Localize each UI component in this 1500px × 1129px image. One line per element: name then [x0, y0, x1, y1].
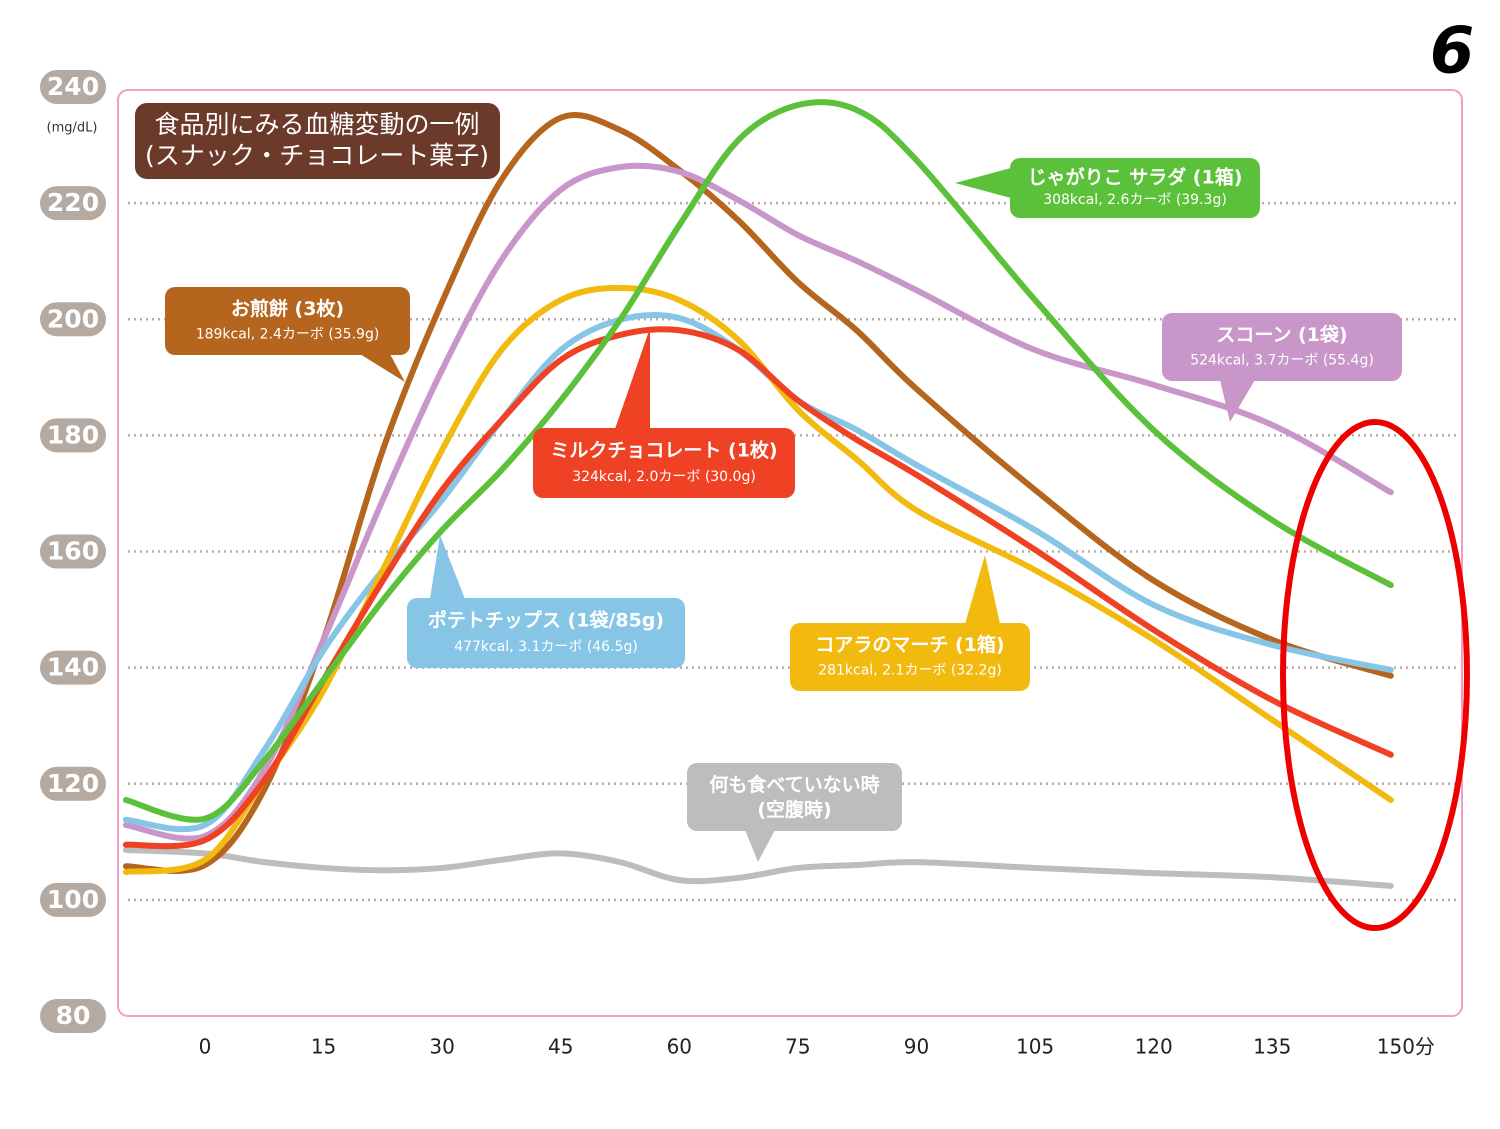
callout-box: [790, 623, 1030, 691]
chart-subtitle: (スナック・チョコレート菓子): [145, 141, 489, 170]
y-tick-label: 200: [47, 304, 99, 333]
callout-tail: [430, 535, 465, 599]
y-tick-label: 140: [47, 653, 99, 682]
series-line: [122, 312, 1394, 833]
callout-tail: [360, 354, 405, 382]
legend-label: スコーン (1袋): [1216, 323, 1347, 346]
series-line: [122, 846, 1394, 889]
y-tick-label: 220: [47, 188, 99, 217]
callout-tail: [615, 328, 650, 429]
callout-box: [1162, 313, 1402, 381]
legend-label: ポテトチップス (1袋/85g): [428, 609, 664, 632]
callout-tail: [745, 830, 775, 862]
x-tick-label: 105: [1016, 1035, 1054, 1059]
legend-detail: (空腹時): [757, 798, 831, 821]
legend-detail: 477kcal, 3.1カーボ (46.5g): [454, 639, 638, 655]
x-tick-label: 90: [904, 1035, 929, 1059]
callout-box: [165, 287, 410, 355]
legend-label: お煎餅 (3枚): [231, 297, 344, 320]
legend-detail: 524kcal, 3.7カーボ (55.4g): [1190, 353, 1374, 369]
x-tick-label: 0: [199, 1035, 212, 1059]
series-line: [122, 284, 1394, 876]
y-unit: (mg/dL): [47, 121, 98, 136]
legend-label: ミルクチョコレート (1枚): [550, 439, 777, 462]
y-tick-pill: [40, 999, 106, 1033]
title-box: 食品別にみる血糖変動の一例 (スナック・チョコレート菓子): [135, 103, 500, 179]
lines: [122, 99, 1394, 889]
x-tick-label: 45: [548, 1035, 573, 1059]
callout-box: [1010, 158, 1260, 218]
y-tick-pill: [40, 650, 106, 685]
legend-detail: 308kcal, 2.6カーボ (39.3g): [1043, 192, 1227, 208]
y-tick-pill: [40, 534, 106, 569]
y-tick-pill: [40, 766, 106, 801]
chart-title: 食品別にみる血糖変動の一例: [154, 110, 479, 139]
y-tick-pill: [40, 186, 106, 221]
y-tick-label: 160: [47, 537, 99, 566]
title-background: [135, 103, 500, 179]
x-tick-label: 30: [429, 1035, 454, 1059]
highlight-ellipse: [1280, 419, 1470, 931]
x-tick-label: 150分: [1377, 1035, 1435, 1059]
series-line: [122, 99, 1394, 823]
callout-box: [533, 428, 795, 498]
callouts: 何も食べていない時(空腹時) お煎餅 (3枚) 189kcal, 2.4カーボ (3…: [165, 158, 1402, 862]
y-tick-label: 100: [47, 885, 99, 914]
y-tick-label: 120: [47, 769, 99, 798]
x-tick-label: 60: [667, 1035, 692, 1059]
x-tick-label: 120: [1135, 1035, 1173, 1059]
callout-tail: [1220, 380, 1255, 422]
annotation: 6: [1430, 15, 1475, 89]
y-tick-label: 180: [47, 420, 99, 449]
callout-box: [407, 598, 685, 668]
x-tick-label: 135: [1253, 1035, 1291, 1059]
y-tick-pill: [40, 882, 106, 917]
legend-label: じゃがりこ サラダ (1箱): [1028, 165, 1243, 188]
y-tick-label: 240: [47, 72, 99, 101]
y-tick-pill: [40, 302, 106, 337]
callout-tail: [955, 168, 1011, 198]
legend-label: 何も食べていない時: [709, 773, 879, 796]
legend-detail: 189kcal, 2.4カーボ (35.9g): [196, 327, 380, 343]
legend-detail: 324kcal, 2.0カーボ (30.0g): [572, 469, 756, 485]
legend-detail: 281kcal, 2.1カーボ (32.2g): [818, 663, 1002, 679]
x-tick-label: 75: [785, 1035, 810, 1059]
callout-tail: [965, 555, 1000, 624]
x-tick-label: 15: [311, 1035, 336, 1059]
y-tick-pill: [40, 418, 106, 453]
y-tick-pill: [40, 70, 106, 104]
y-tick-label: 80: [56, 1001, 91, 1030]
legend-label: コアラのマーチ (1箱): [815, 633, 1004, 656]
callout-box: [687, 763, 902, 831]
